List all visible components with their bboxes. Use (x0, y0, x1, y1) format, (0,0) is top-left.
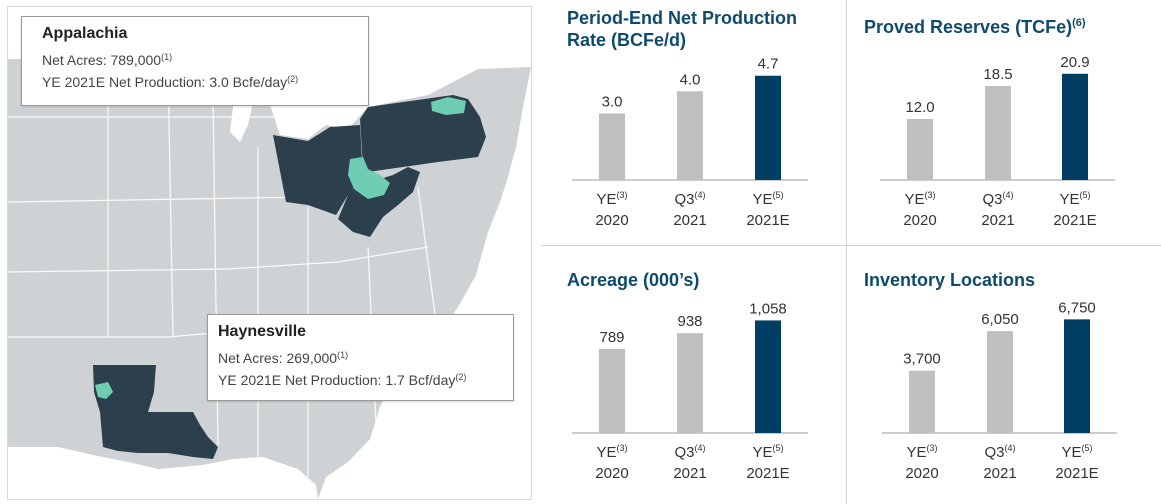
gulf-of-mexico (8, 447, 318, 499)
haynesville-production: YE 2021E Net Production: 1.7 Bcf/day(2) (218, 372, 467, 388)
production-bar-0 (599, 113, 625, 180)
appalachia-production: YE 2021E Net Production: 3.0 Bcfe/day(2) (42, 74, 299, 90)
acreage-category-label-1: Q3(4) (674, 443, 705, 461)
reserves-bar-0 (907, 119, 933, 180)
inventory-value-label-0: 3,700 (903, 351, 941, 368)
haynesville-callout: Haynesville Net Acres: 269,000(1) YE 202… (207, 314, 514, 401)
haynesville-net-acres: Net Acres: 269,000(1) (218, 350, 349, 366)
production-bar-1 (677, 91, 703, 180)
production-bar-2 (755, 75, 781, 180)
marcellus-play (431, 97, 466, 115)
inventory-category-label-1: Q3(4) (984, 443, 1015, 461)
inventory-category-year-0: 2020 (905, 465, 938, 482)
production-category-label-2: YE(5) (752, 190, 783, 208)
vertical-divider (846, 0, 847, 504)
production-value-label-0: 3.0 (602, 93, 623, 110)
reserves-category-year-1: 2021 (981, 212, 1014, 229)
inventory-chart-title: Inventory Locations (864, 270, 1036, 290)
reserves-category-year-0: 2020 (903, 212, 936, 229)
production-chart-title: Period-End Net Production Rate (BCFe/d) (567, 8, 798, 50)
map-panel: Appalachia Net Acres: 789,000(1) YE 2021… (7, 6, 532, 500)
production-category-label-1: Q3(4) (674, 190, 705, 208)
acreage-category-label-2: YE(5) (752, 443, 783, 461)
reserves-chart-title: Proved Reserves (TCFe)(6) (864, 17, 1086, 37)
production-value-label-2: 4.7 (758, 56, 779, 73)
production-category-label-0: YE(3) (596, 190, 627, 208)
acreage-category-year-2: 2021E (746, 465, 789, 482)
appalachia-callout: Appalachia Net Acres: 789,000(1) YE 2021… (21, 16, 369, 106)
reserves-value-label-2: 20.9 (1060, 54, 1089, 71)
inventory-category-year-2: 2021E (1055, 465, 1098, 482)
inventory-value-label-1: 6,050 (981, 311, 1019, 328)
inventory-bar-1 (987, 331, 1013, 433)
acreage-category-label-0: YE(3) (596, 443, 627, 461)
reserves-category-label-1: Q3(4) (982, 190, 1013, 208)
acreage-bar-0 (599, 349, 625, 433)
horizontal-divider (541, 245, 1161, 246)
production-category-year-0: 2020 (595, 212, 628, 229)
reserves-category-label-0: YE(3) (904, 190, 935, 208)
reserves-category-year-2: 2021E (1053, 212, 1096, 229)
acreage-value-label-0: 789 (599, 329, 624, 346)
inventory-category-label-0: YE(3) (906, 443, 937, 461)
acreage-value-label-2: 1,058 (749, 300, 787, 317)
reserves-category-label-2: YE(5) (1059, 190, 1090, 208)
louisiana-shape (93, 365, 218, 459)
production-category-year-2: 2021E (746, 212, 789, 229)
production-category-year-1: 2021 (673, 212, 706, 229)
inventory-category-year-1: 2021 (983, 465, 1016, 482)
appalachia-title: Appalachia (42, 25, 128, 42)
acreage-category-year-1: 2021 (673, 465, 706, 482)
haynesville-title: Haynesville (218, 323, 307, 340)
acreage-value-label-1: 938 (677, 313, 702, 330)
acreage-category-year-0: 2020 (595, 465, 628, 482)
reserves-bar-2 (1062, 73, 1088, 180)
acreage-chart-title: Acreage (000’s) (567, 270, 700, 290)
inventory-bar-0 (909, 370, 935, 433)
inventory-value-label-2: 6,750 (1058, 299, 1096, 316)
reserves-value-label-1: 18.5 (983, 66, 1012, 83)
ohio-shape (273, 125, 363, 215)
pennsylvania-shape (360, 95, 486, 172)
acreage-bar-1 (677, 333, 703, 433)
appalachia-net-acres: Net Acres: 789,000(1) (42, 52, 173, 68)
utica-play (348, 157, 390, 199)
reserves-bar-1 (985, 85, 1011, 180)
acreage-bar-2 (755, 320, 781, 433)
inventory-bar-2 (1064, 319, 1090, 433)
production-value-label-1: 4.0 (680, 71, 701, 88)
haynesville-play (95, 382, 113, 399)
inventory-category-label-2: YE(5) (1061, 443, 1092, 461)
reserves-value-label-0: 12.0 (905, 99, 934, 116)
